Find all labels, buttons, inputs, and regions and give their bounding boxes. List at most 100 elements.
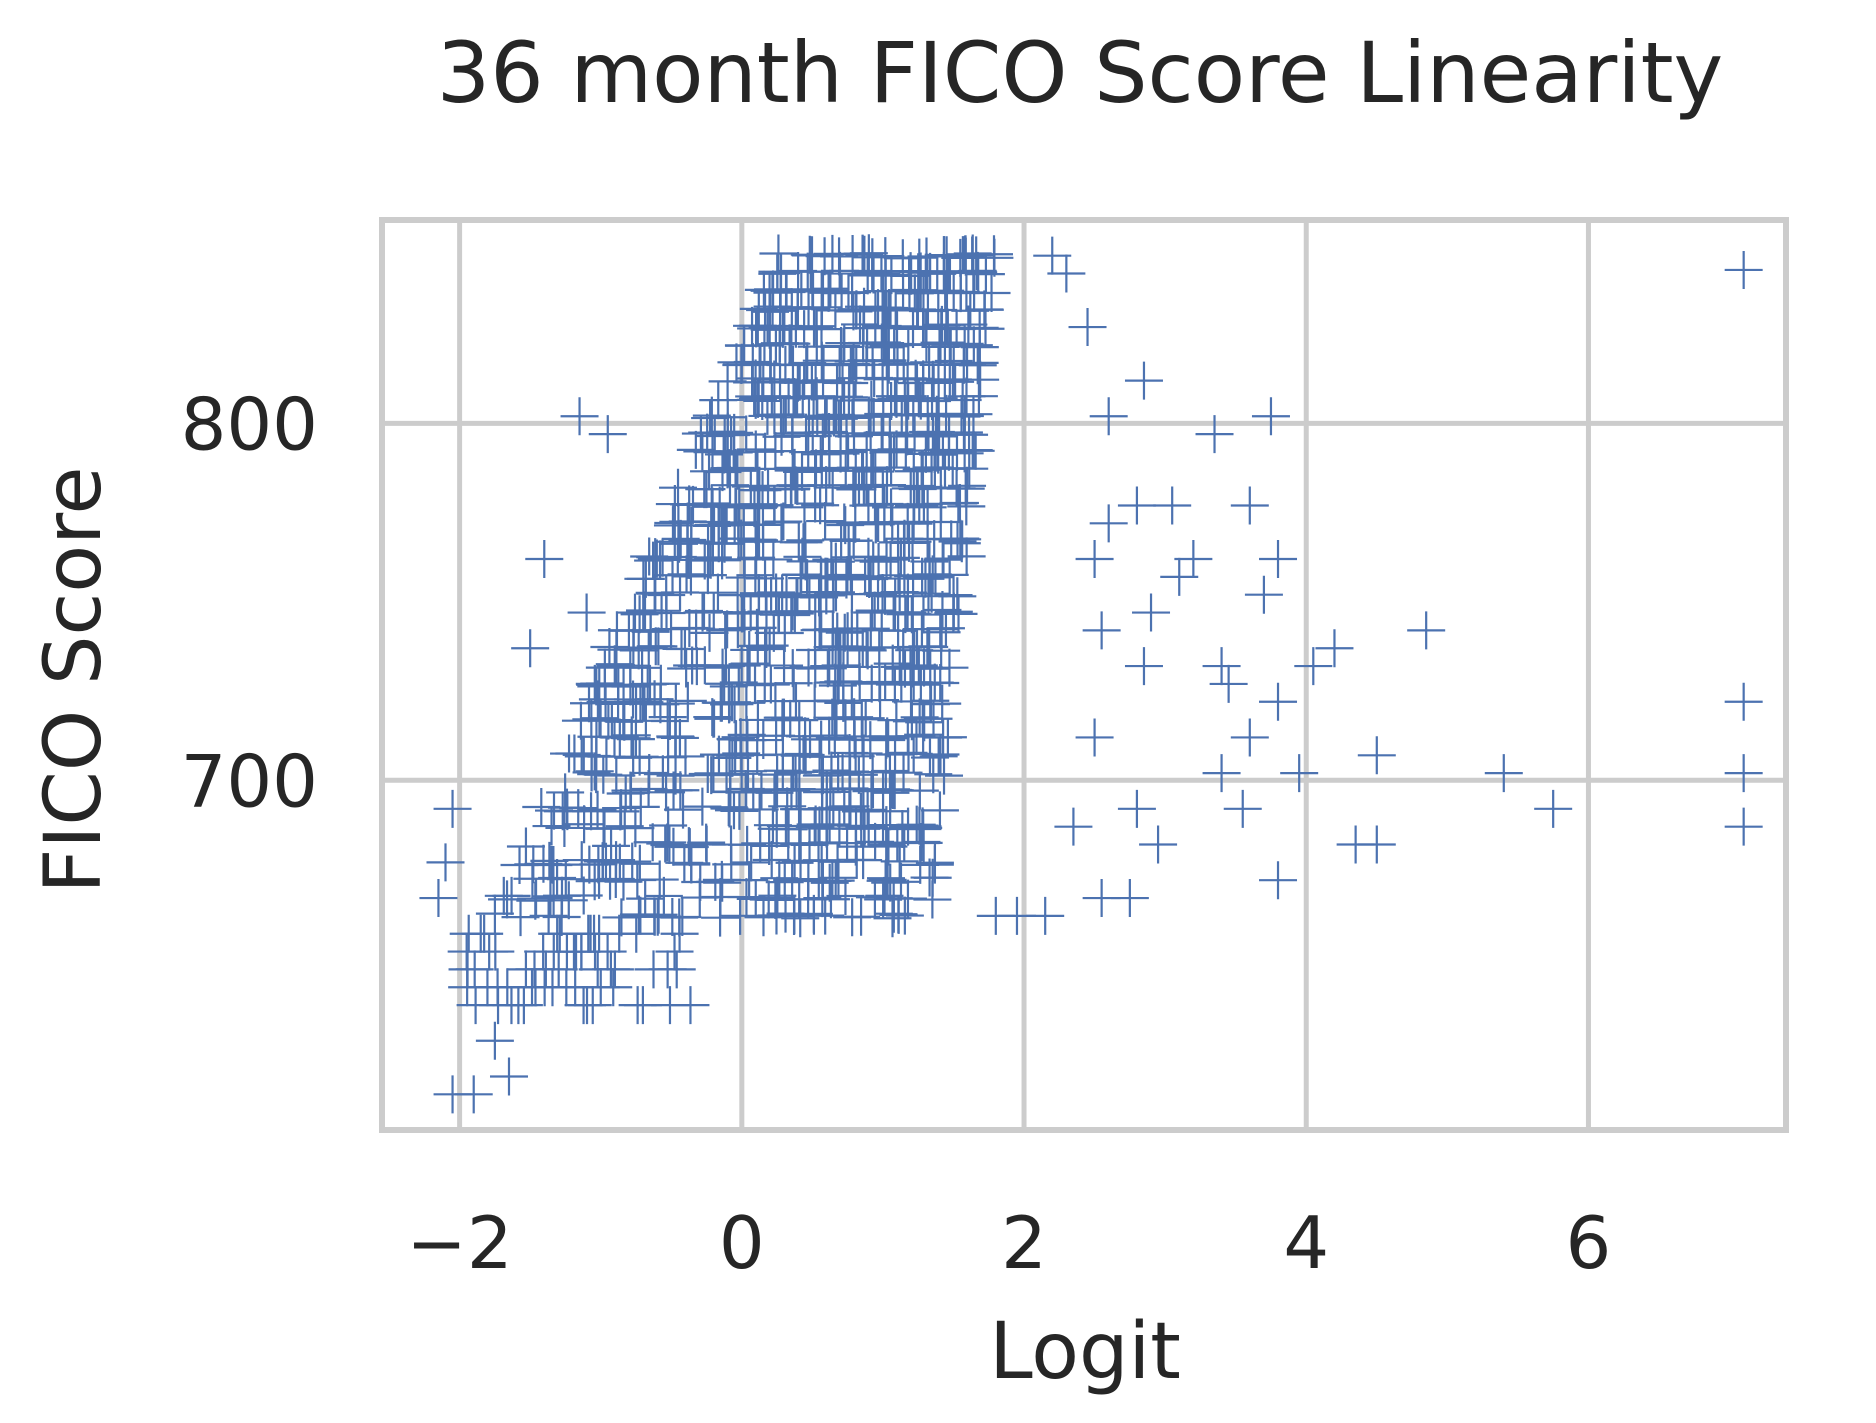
scatter-point bbox=[914, 699, 953, 738]
scatter-point bbox=[730, 630, 769, 669]
scatter-point bbox=[634, 950, 673, 989]
x-axis-label: Logit bbox=[989, 1307, 1181, 1397]
scatter-point bbox=[897, 363, 936, 402]
scatter-point bbox=[849, 396, 888, 435]
scatter-point bbox=[875, 771, 914, 810]
scatter-point bbox=[649, 806, 688, 845]
scatter-point bbox=[653, 506, 692, 545]
scatter-point bbox=[824, 627, 863, 666]
scatter-point bbox=[525, 540, 564, 579]
scatter-point bbox=[899, 646, 938, 685]
y-tick-label: 800 bbox=[181, 382, 318, 466]
scatter-point bbox=[564, 876, 603, 915]
scatter-point bbox=[1082, 611, 1121, 650]
scatter-point bbox=[909, 577, 948, 616]
scatter-point bbox=[915, 434, 954, 473]
scatter-point bbox=[855, 591, 894, 630]
scatter-point bbox=[755, 360, 794, 399]
scatter-point bbox=[564, 986, 603, 1025]
scatter-point bbox=[1280, 754, 1319, 793]
scatter-point bbox=[787, 413, 826, 452]
scatter-point bbox=[825, 613, 864, 652]
scatter-point bbox=[1054, 807, 1093, 846]
scatter-point bbox=[701, 683, 740, 722]
scatter-point bbox=[660, 914, 699, 953]
scatter-point bbox=[786, 521, 825, 560]
scatter-point bbox=[475, 1021, 514, 1060]
scatter-point bbox=[595, 950, 634, 989]
scatter-point bbox=[1724, 807, 1763, 846]
scatter-point bbox=[670, 485, 709, 524]
scatter-point bbox=[953, 431, 992, 470]
scatter-point bbox=[758, 755, 797, 794]
scatter-point bbox=[500, 845, 539, 884]
scatter-point bbox=[590, 627, 629, 666]
scatter-point bbox=[636, 574, 675, 613]
scatter-point bbox=[757, 716, 796, 755]
scatter-point bbox=[934, 576, 973, 615]
x-tick-label: 4 bbox=[1283, 1201, 1329, 1285]
scatter-point bbox=[814, 681, 853, 720]
scatter-point bbox=[695, 699, 734, 738]
scatter-point bbox=[890, 523, 929, 562]
scatter-point bbox=[775, 843, 814, 882]
scatter-point bbox=[721, 718, 760, 757]
scatter-point bbox=[869, 719, 908, 758]
scatter-point bbox=[898, 470, 937, 509]
scatter-point bbox=[699, 381, 738, 420]
scatter-point bbox=[806, 502, 845, 541]
scatter-point bbox=[516, 881, 555, 920]
scatter-point bbox=[570, 845, 609, 884]
scatter-point bbox=[577, 667, 616, 706]
scatter-point bbox=[716, 487, 755, 526]
scatter-point bbox=[1153, 486, 1192, 525]
scatter-point bbox=[818, 666, 857, 705]
scatter-point bbox=[562, 841, 601, 880]
scatter-point bbox=[816, 663, 855, 702]
scatter-point bbox=[945, 324, 984, 363]
scatter-point bbox=[588, 415, 627, 454]
scatter-point bbox=[677, 647, 716, 686]
scatter-point bbox=[851, 559, 890, 598]
scatter-point bbox=[721, 896, 760, 935]
scatter-point bbox=[854, 397, 893, 436]
scatter-point bbox=[907, 237, 946, 276]
scatter-point bbox=[810, 863, 849, 902]
scatter-point bbox=[893, 628, 932, 667]
x-tick-label: 6 bbox=[1566, 1201, 1612, 1285]
scatter-point bbox=[589, 701, 628, 740]
scatter-point bbox=[1534, 789, 1573, 828]
scatter-point bbox=[822, 274, 861, 313]
scatter-point bbox=[764, 502, 803, 541]
scatter-point bbox=[870, 752, 909, 791]
scatter-point bbox=[1484, 754, 1523, 793]
scatter-point bbox=[580, 914, 619, 953]
scatter-point bbox=[789, 648, 828, 687]
scatter-point bbox=[840, 647, 879, 686]
scatter-point bbox=[741, 345, 780, 384]
scatter-point bbox=[866, 237, 905, 276]
scatter-point bbox=[842, 897, 881, 936]
scatter-point bbox=[567, 593, 606, 632]
scatter-point bbox=[602, 898, 641, 937]
scatter-point bbox=[618, 986, 657, 1025]
scatter-point bbox=[945, 397, 984, 436]
scatter-point bbox=[829, 432, 868, 471]
scatter-point bbox=[511, 629, 550, 668]
scatter-point bbox=[874, 593, 913, 632]
scatter-point bbox=[886, 431, 925, 470]
scatter-point bbox=[1259, 682, 1298, 721]
scatter-point bbox=[667, 649, 706, 688]
scatter-point bbox=[1202, 754, 1241, 793]
scatter-point bbox=[873, 899, 912, 938]
scatter-point bbox=[877, 701, 916, 740]
scatter-point bbox=[904, 808, 943, 847]
scatter-point bbox=[683, 787, 722, 826]
scatter-point bbox=[642, 591, 681, 630]
scatter-point bbox=[641, 664, 680, 703]
scatter-point bbox=[854, 255, 893, 294]
scatter-point bbox=[864, 272, 903, 311]
scatter-point bbox=[617, 914, 656, 953]
scatter-point bbox=[1230, 486, 1269, 525]
scatter-point bbox=[892, 256, 931, 295]
